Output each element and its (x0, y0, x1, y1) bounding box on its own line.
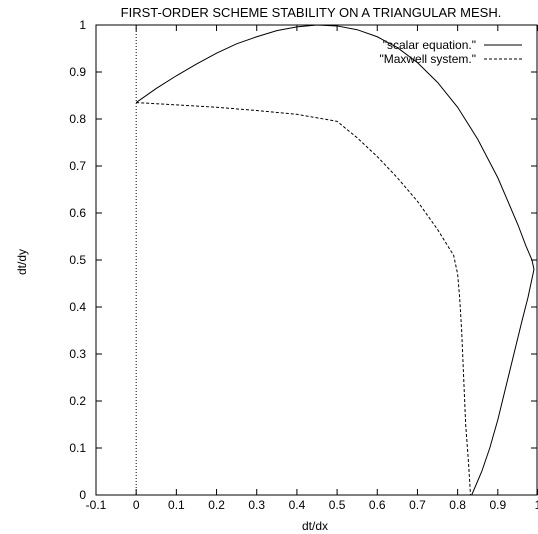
y-tick-label: 0 (79, 488, 86, 502)
y-tick-label: 0.7 (69, 159, 86, 173)
y-tick-label: 0.8 (69, 112, 86, 126)
y-axis: 0 0.1 0.2 0.3 0.4 0.5 0.6 0.7 0.8 0.9 1 (69, 18, 537, 502)
series-layer (135, 24, 535, 496)
x-tick-label: 0.3 (248, 498, 265, 512)
series-line-scalar-equation (135, 24, 535, 496)
x-axis-title: dt/dx (302, 519, 328, 533)
y-tick-label: 1 (79, 18, 86, 32)
x-tick-label: 0.9 (489, 498, 506, 512)
y-tick-label: 0.9 (69, 65, 86, 79)
x-tick-label: -0.1 (86, 498, 107, 512)
x-tick-label: 0.4 (289, 498, 306, 512)
y-tick-label: 0.4 (69, 300, 86, 314)
x-axis: -0.1 0 0.1 0.2 0.3 0.4 0.5 0.6 0.7 0.8 0.9 1 (86, 25, 538, 512)
legend-label: "Maxwell system." (379, 52, 476, 66)
y-tick-label: 0.1 (69, 441, 86, 455)
x-tick-label: 0 (133, 498, 140, 512)
x-tick-label: 0.8 (449, 498, 466, 512)
y-tick-label: 0.6 (69, 206, 86, 220)
legend: "scalar equation.""Maxwell system." (379, 38, 522, 66)
x-tick-label: 0.1 (168, 498, 185, 512)
y-axis-title: dt/dy (15, 249, 29, 275)
x-tick-label: 0.7 (409, 498, 426, 512)
x-tick-label: 1 (535, 498, 538, 512)
y-tick-label: 0.2 (69, 394, 86, 408)
plot-frame (95, 24, 538, 496)
series-line-maxwell-system (136, 102, 471, 496)
x-tick-label: 0.2 (208, 498, 225, 512)
x-tick-label: 0.6 (369, 498, 386, 512)
y-tick-label: 0.5 (69, 253, 86, 267)
chart-title: FIRST-ORDER SCHEME STABILITY ON A TRIANG… (121, 5, 502, 20)
y-tick-label: 0.3 (69, 347, 86, 361)
legend-label: "scalar equation." (383, 38, 476, 52)
x-tick-label: 0.5 (329, 498, 346, 512)
